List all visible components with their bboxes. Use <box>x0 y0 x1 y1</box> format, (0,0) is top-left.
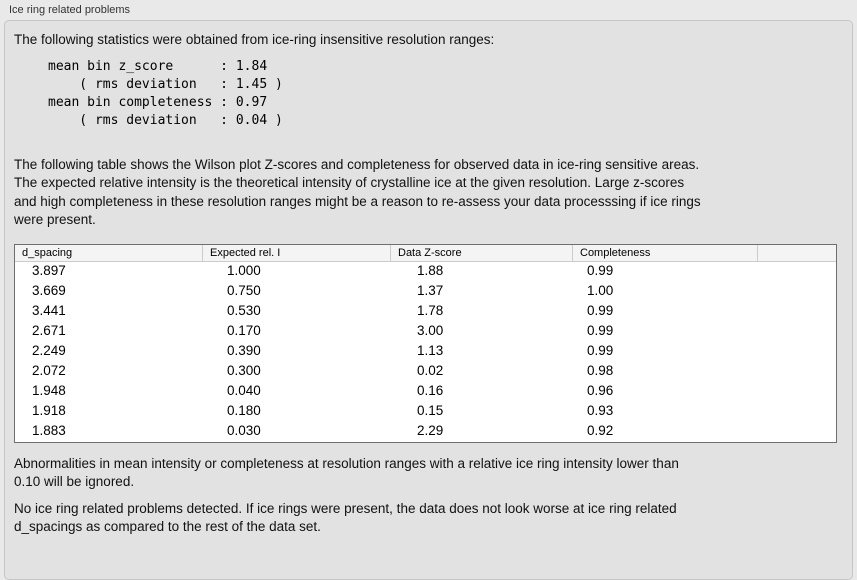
description-text: The following table shows the Wilson plo… <box>14 156 701 228</box>
table-row[interactable]: 3.669 0.750 1.37 1.00 <box>15 282 836 302</box>
table-cell: 0.99 <box>587 262 614 278</box>
table-cell: 1.918 <box>32 402 66 418</box>
table-cell: 3.00 <box>417 322 444 338</box>
table-cell: 1.78 <box>417 302 444 318</box>
table-header: d_spacing Expected rel. I Data Z-score C… <box>15 244 836 262</box>
table-cell: 2.249 <box>32 342 66 358</box>
table-cell: 0.15 <box>417 402 444 418</box>
table-body: 3.897 1.000 1.88 0.99 3.669 0.750 1.37 1.00 3.44… <box>15 262 836 442</box>
table-cell-filler <box>757 262 836 282</box>
table-cell: 0.99 <box>587 322 614 338</box>
column-header-filler <box>757 244 836 261</box>
table-cell: 0.92 <box>587 422 614 438</box>
column-header-completeness[interactable]: Completeness <box>572 244 757 261</box>
table-cell: 0.96 <box>587 382 614 398</box>
table-row[interactable]: 3.897 1.000 1.88 0.99 <box>15 262 836 282</box>
table-row[interactable]: 1.948 0.040 0.16 0.96 <box>15 382 836 402</box>
table-cell: 0.030 <box>227 422 261 438</box>
table-cell: 0.93 <box>587 402 614 418</box>
group-box-content: The following statistics were obtained f… <box>5 31 852 537</box>
column-header-expected-rel-i[interactable]: Expected rel. I <box>202 244 390 261</box>
stats-block: mean bin z_score : 1.84 ( rms deviation … <box>48 58 283 128</box>
column-header-d-spacing[interactable]: d_spacing <box>22 246 73 259</box>
table-cell-filler <box>757 422 836 442</box>
table-cell: 1.88 <box>417 262 444 278</box>
table-cell: 3.897 <box>32 262 66 278</box>
table-row[interactable]: 2.072 0.300 0.02 0.98 <box>15 362 836 382</box>
table-cell: 2.072 <box>32 362 66 378</box>
table-cell: 1.37 <box>417 282 444 298</box>
table-cell: 0.99 <box>587 302 614 318</box>
table-cell: 2.671 <box>32 322 66 338</box>
table-cell-filler <box>757 402 836 422</box>
table-cell: 0.98 <box>587 362 614 378</box>
note-conclusion-text: No ice ring related problems detected. I… <box>14 500 677 535</box>
table-cell: 1.13 <box>417 342 444 358</box>
column-header-data-z-score[interactable]: Data Z-score <box>390 244 572 261</box>
intro-text: The following statistics were obtained f… <box>14 32 495 47</box>
table-cell: 0.16 <box>417 382 444 398</box>
table-row[interactable]: 3.441 0.530 1.78 0.99 <box>15 302 836 322</box>
table-cell: 0.390 <box>227 342 261 358</box>
table-cell: 3.441 <box>32 302 66 318</box>
table-cell: 0.300 <box>227 362 261 378</box>
ice-ring-table: d_spacing Expected rel. I Data Z-score C… <box>14 243 837 443</box>
table-row[interactable]: 2.671 0.170 3.00 0.99 <box>15 322 836 342</box>
table-header-row: d_spacing Expected rel. I Data Z-score C… <box>15 244 836 262</box>
table-cell: 0.530 <box>227 302 261 318</box>
panel-title: Ice ring related problems <box>9 4 131 16</box>
table-cell-filler <box>757 282 836 302</box>
table-cell: 0.170 <box>227 322 261 338</box>
table-cell: 0.040 <box>227 382 261 398</box>
note-ignore-text: Abnormalities in mean intensity or compl… <box>14 455 679 490</box>
table-cell: 1.948 <box>32 382 66 398</box>
table-cell-filler <box>757 302 836 322</box>
table-cell-filler <box>757 382 836 402</box>
table-row[interactable]: 1.883 0.030 2.29 0.92 <box>15 422 836 442</box>
table-cell: 0.99 <box>587 342 614 358</box>
table-cell: 0.180 <box>227 402 261 418</box>
table-cell-filler <box>757 322 836 342</box>
table-cell: 0.02 <box>417 362 444 378</box>
table-cell: 1.000 <box>227 262 261 278</box>
table-cell: 1.00 <box>587 282 614 298</box>
table-cell-filler <box>757 342 836 362</box>
table-row[interactable]: 2.249 0.390 1.13 0.99 <box>15 342 836 362</box>
ice-ring-group-box: The following statistics were obtained f… <box>4 20 853 580</box>
table-cell: 3.669 <box>32 282 66 298</box>
table-cell: 2.29 <box>417 422 444 438</box>
table-cell-filler <box>757 362 836 382</box>
table-cell: 0.750 <box>227 282 261 298</box>
table-row[interactable]: 1.918 0.180 0.15 0.93 <box>15 402 836 422</box>
table-cell: 1.883 <box>32 422 66 438</box>
